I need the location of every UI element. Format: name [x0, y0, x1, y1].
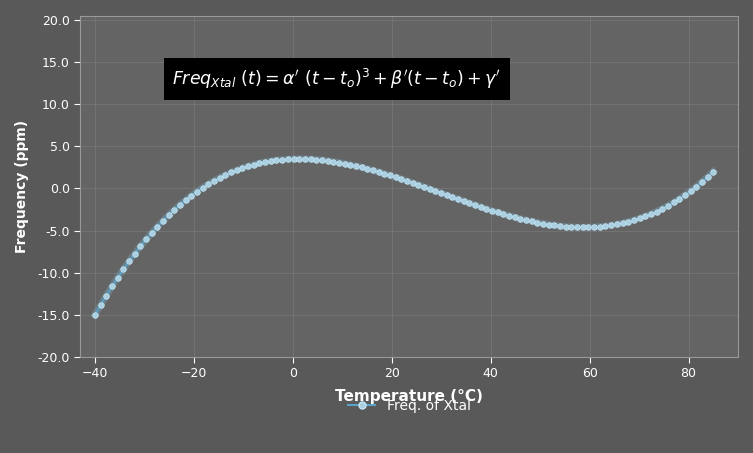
Legend: Freq. of Xtal: Freq. of Xtal — [342, 393, 476, 419]
Y-axis label: Frequency (ppm): Frequency (ppm) — [15, 120, 29, 253]
X-axis label: Temperature (°C): Temperature (°C) — [335, 389, 483, 404]
Text: $\mathit{Freq}_{\mathit{Xtal}}\ \mathit{(t)} = \alpha'\ (t - t_o)^3 + \beta'(t -: $\mathit{Freq}_{\mathit{Xtal}}\ \mathit{… — [172, 67, 501, 91]
